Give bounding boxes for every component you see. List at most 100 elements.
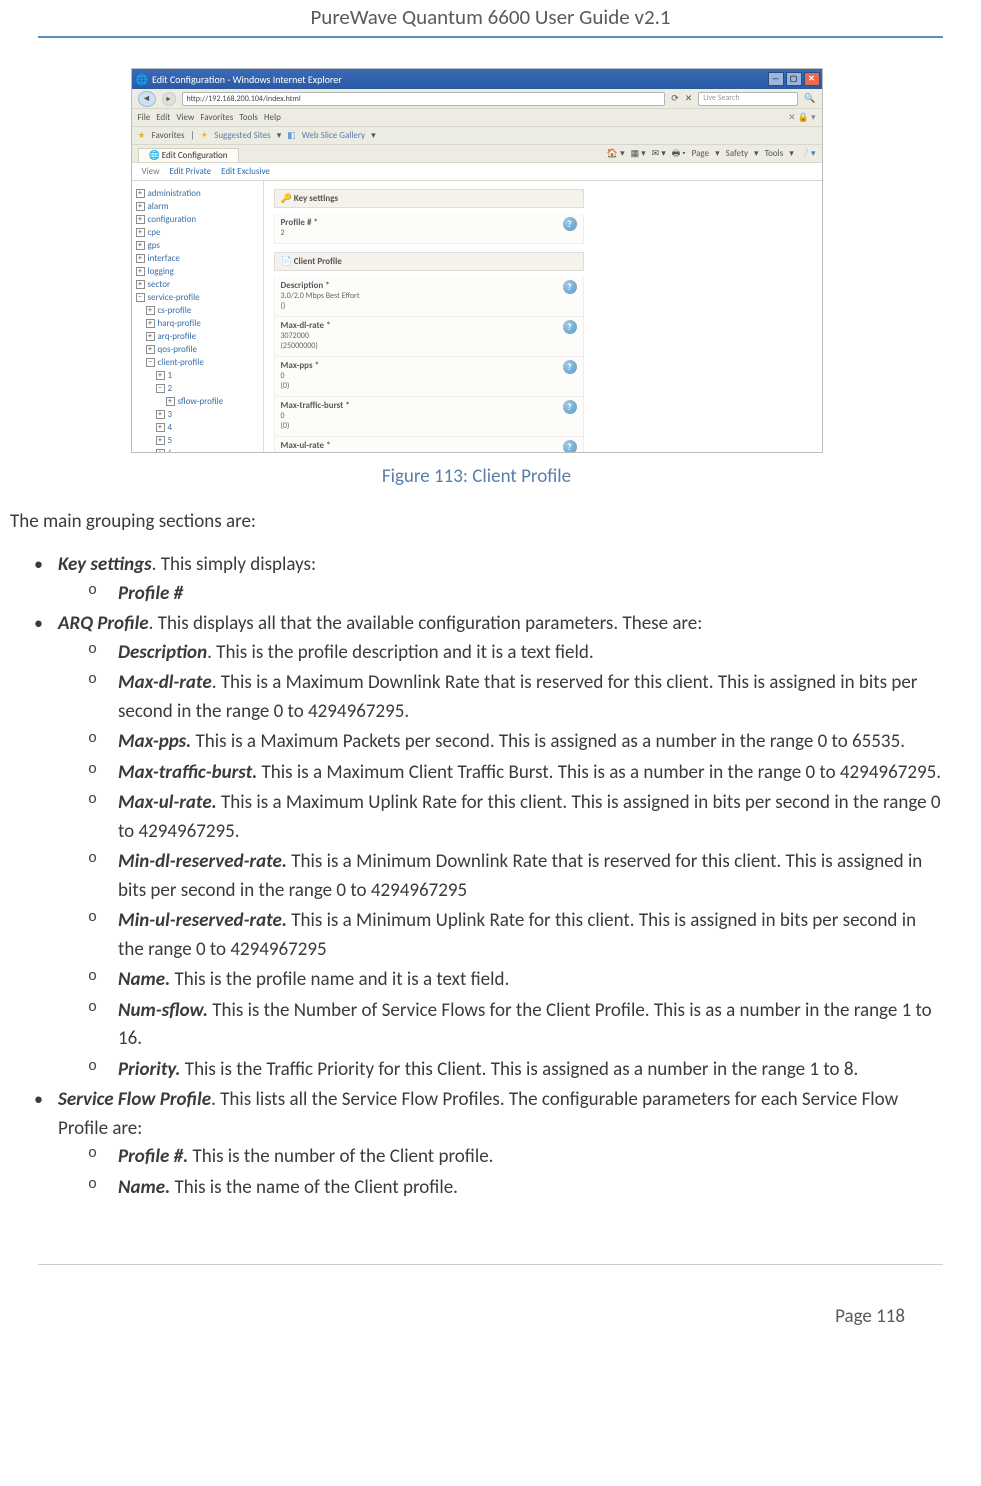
field-label: Max-pps * bbox=[281, 360, 320, 371]
refresh-icon[interactable]: ⟳ bbox=[671, 93, 679, 104]
field-value: 0 bbox=[281, 411, 350, 421]
desc: . This is the profile description and it… bbox=[207, 641, 594, 664]
print-icon[interactable]: 🖶 ▾ bbox=[672, 146, 686, 162]
home-icon[interactable]: 🏠 ▾ bbox=[607, 148, 625, 159]
menu-edit[interactable]: Edit bbox=[156, 112, 170, 123]
tree-item[interactable]: +3 bbox=[136, 408, 259, 421]
expand-icon[interactable]: + bbox=[146, 319, 155, 328]
expand-icon[interactable]: + bbox=[136, 241, 145, 250]
desc: This is a Maximum Uplink Rate for this c… bbox=[118, 791, 941, 843]
help-icon[interactable]: ? bbox=[563, 217, 577, 231]
back-button[interactable]: ◄ bbox=[138, 91, 156, 107]
collapse-icon[interactable]: − bbox=[156, 384, 165, 393]
expand-icon[interactable]: + bbox=[166, 397, 175, 406]
menu-file[interactable]: File bbox=[138, 112, 151, 123]
tree-item[interactable]: −service-profile bbox=[136, 291, 259, 304]
tree-item[interactable]: +5 bbox=[136, 434, 259, 447]
cmd-tools[interactable]: Tools bbox=[765, 148, 784, 159]
expand-icon[interactable]: + bbox=[136, 280, 145, 289]
menu-help[interactable]: Help bbox=[264, 112, 281, 123]
expand-icon[interactable]: + bbox=[146, 332, 155, 341]
field-label: Max-dl-rate * bbox=[281, 320, 331, 331]
suggested-sites[interactable]: Suggested Sites bbox=[214, 130, 271, 141]
term: Max-traffic-burst. bbox=[118, 761, 257, 784]
expand-icon[interactable]: + bbox=[156, 423, 165, 432]
maximize-button[interactable]: ▢ bbox=[786, 72, 802, 86]
tree-item[interactable]: +harq-profile bbox=[136, 317, 259, 330]
tree-item[interactable]: +cs-profile bbox=[136, 304, 259, 317]
list-item: Max-pps. This is a Maximum Packets per s… bbox=[118, 728, 943, 757]
tree-item[interactable]: +4 bbox=[136, 421, 259, 434]
tree-label: sflow-profile bbox=[178, 396, 224, 407]
expand-icon[interactable]: + bbox=[136, 189, 145, 198]
help-icon[interactable]: ? bbox=[563, 320, 577, 334]
tree-item[interactable]: +logging bbox=[136, 265, 259, 278]
tree-item[interactable]: +sflow-profile bbox=[136, 395, 259, 408]
tree-item[interactable]: −2 bbox=[136, 382, 259, 395]
help-icon[interactable]: ? bbox=[563, 360, 577, 374]
help-icon[interactable]: ? bbox=[563, 440, 577, 453]
expand-icon[interactable]: + bbox=[146, 345, 155, 354]
expand-icon[interactable]: + bbox=[156, 436, 165, 445]
view-mode-view[interactable]: View bbox=[142, 166, 160, 177]
term: Max-pps. bbox=[118, 730, 191, 753]
collapse-icon[interactable]: − bbox=[146, 358, 155, 367]
expand-icon[interactable]: + bbox=[136, 202, 145, 211]
view-mode-edit-exclusive[interactable]: Edit Exclusive bbox=[221, 166, 270, 177]
help-icon[interactable]: ❔▾ bbox=[800, 148, 816, 159]
tree-item[interactable]: +cpe bbox=[136, 226, 259, 239]
search-box[interactable]: Live Search bbox=[698, 92, 798, 106]
expand-icon[interactable]: + bbox=[156, 410, 165, 419]
collapse-icon[interactable]: − bbox=[136, 293, 145, 302]
feed-icon[interactable]: ▦ ▾ bbox=[631, 148, 646, 159]
gallery-icon: ◧ bbox=[287, 130, 296, 141]
tree-item[interactable]: +arq-profile bbox=[136, 330, 259, 343]
expand-icon[interactable]: + bbox=[136, 254, 145, 263]
expand-icon[interactable]: + bbox=[136, 228, 145, 237]
tree-item[interactable]: +sector bbox=[136, 278, 259, 291]
field-label: Max-traffic-burst * bbox=[281, 400, 350, 411]
view-mode-edit-private[interactable]: Edit Private bbox=[170, 166, 212, 177]
search-icon[interactable]: 🔍 bbox=[804, 93, 815, 104]
minimize-button[interactable]: — bbox=[768, 72, 784, 86]
tree-item[interactable]: +interface bbox=[136, 252, 259, 265]
list-item: Key settings. This simply displays: Prof… bbox=[58, 551, 943, 608]
tree-item[interactable]: +alarm bbox=[136, 200, 259, 213]
expand-icon[interactable]: + bbox=[156, 371, 165, 380]
tree-item[interactable]: +administration bbox=[136, 187, 259, 200]
field-label: Max-ul-rate * bbox=[281, 440, 331, 451]
suggested-icon: ✦ bbox=[201, 130, 209, 141]
fwd-button[interactable]: ► bbox=[162, 92, 176, 106]
tree-item[interactable]: −client-profile bbox=[136, 356, 259, 369]
tree-label: administration bbox=[148, 188, 201, 199]
stop-icon[interactable]: ✕ bbox=[685, 93, 693, 104]
tree-item[interactable]: +1 bbox=[136, 369, 259, 382]
tree-item[interactable]: +6 bbox=[136, 447, 259, 453]
favorites-label[interactable]: Favorites bbox=[152, 130, 185, 141]
close-tab-icon[interactable]: ✕ 🔒 ▾ bbox=[788, 112, 815, 123]
expand-icon[interactable]: + bbox=[146, 306, 155, 315]
cmd-safety[interactable]: Safety bbox=[726, 148, 748, 159]
expand-icon[interactable]: + bbox=[156, 449, 165, 453]
cmd-page[interactable]: Page bbox=[692, 148, 709, 159]
mail-icon[interactable]: ✉ ▾ bbox=[652, 148, 666, 159]
field-value: 2048000 bbox=[281, 451, 331, 453]
expand-icon[interactable]: + bbox=[136, 215, 145, 224]
close-button[interactable]: ✕ bbox=[804, 72, 820, 86]
favorites-star-icon[interactable]: ★ bbox=[138, 130, 146, 141]
tree-item[interactable]: +gps bbox=[136, 239, 259, 252]
address-bar[interactable]: http://192.168.200.104/index.html bbox=[182, 92, 666, 106]
tree-item[interactable]: +qos-profile bbox=[136, 343, 259, 356]
help-icon[interactable]: ? bbox=[563, 280, 577, 294]
tree-item[interactable]: +configuration bbox=[136, 213, 259, 226]
help-icon[interactable]: ? bbox=[563, 400, 577, 414]
browser-tab[interactable]: 🌐 Edit Configuration bbox=[138, 148, 239, 162]
menu-view[interactable]: View bbox=[176, 112, 194, 123]
toolbar-tabs: 🌐 Edit Configuration 🏠 ▾ ▦ ▾ ✉ ▾ 🖶 ▾ Pag… bbox=[132, 145, 822, 163]
web-slice-gallery[interactable]: Web Slice Gallery bbox=[302, 130, 365, 141]
menu-favorites[interactable]: Favorites bbox=[200, 112, 233, 123]
desc: This is the Traffic Priority for this Cl… bbox=[181, 1058, 859, 1081]
expand-icon[interactable]: + bbox=[136, 267, 145, 276]
menu-tools[interactable]: Tools bbox=[239, 112, 258, 123]
list-item: Name. This is the name of the Client pro… bbox=[118, 1174, 943, 1203]
